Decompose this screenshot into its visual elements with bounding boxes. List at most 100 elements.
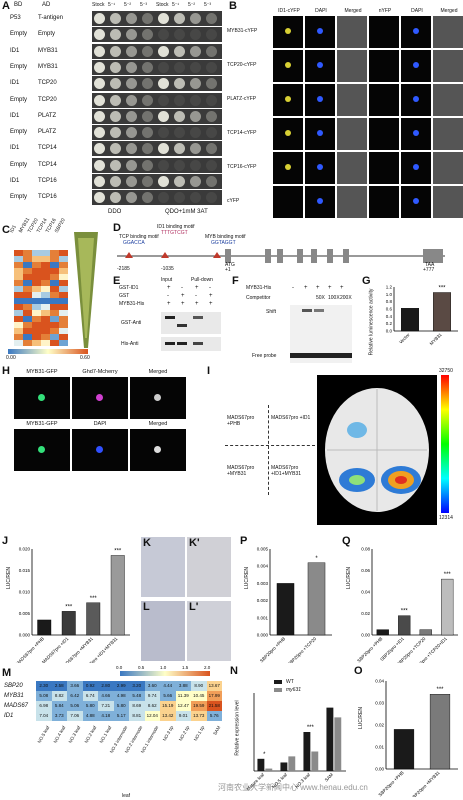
- significance-mark: *: [263, 752, 266, 758]
- m-heat-cell: 6.74: [82, 691, 98, 701]
- y-tick-label: 0.4: [386, 314, 393, 319]
- b-micrograph: [401, 16, 431, 48]
- d-gene-diagram: [117, 249, 445, 263]
- m-heat-cell: 9.74: [144, 691, 160, 701]
- y-tick-label: 0.015: [19, 568, 31, 573]
- f-sign: +: [340, 285, 344, 291]
- b-micrograph: [305, 118, 335, 150]
- significance-mark: ***: [307, 725, 315, 731]
- bd-cell: Empty: [10, 194, 28, 201]
- y-tick-label: 0.02: [375, 723, 384, 728]
- f-sign: +: [304, 285, 308, 291]
- x-tick-label: SAM: [324, 772, 335, 783]
- significance-mark: ***: [90, 596, 98, 602]
- yeast-colony: [174, 29, 185, 41]
- yeast-plate-strip: [92, 141, 222, 157]
- y-tick-label: 0.004: [257, 564, 269, 569]
- yeast-colony: [142, 29, 153, 41]
- b-yfp-signal: [285, 96, 291, 102]
- yeast-colony: [158, 127, 169, 139]
- b-micrograph: [401, 84, 431, 116]
- c-heat-cell: [14, 268, 23, 274]
- ad-cell: TCP14: [38, 161, 57, 168]
- c-heat-cell: [41, 310, 50, 316]
- panel-letter-j: J: [2, 535, 9, 547]
- e-blot-his-label: His-Anti: [121, 341, 139, 347]
- m-heat-cell: 8.69: [129, 701, 145, 711]
- k2-image: [187, 537, 231, 597]
- yeast-colony: [190, 127, 201, 139]
- significance-mark: ***: [114, 548, 122, 554]
- b-micrograph: [401, 50, 431, 82]
- e-sign: +: [181, 293, 185, 299]
- c-heat-cell: [41, 250, 50, 256]
- bar-mut: [288, 756, 296, 771]
- x-tick-label: SBP20pro +TCP20: [287, 636, 318, 663]
- c-heat-cell: [23, 268, 32, 274]
- c-heat-cell: [50, 322, 59, 328]
- bar-wt: [303, 732, 311, 771]
- panel-m: M 0.0 0.5 1.0 1.5 2.0 SBP20 MYB31 MADS67 ID1 2.…: [0, 665, 225, 800]
- yeast-colony: [206, 192, 217, 204]
- panel-o: O LUC/REN 0.00 0.01 0.02 0.03 0.04 SBP20pro +…: [352, 665, 463, 800]
- h-bottom-header: MYB31-GFP: [26, 421, 58, 427]
- yeast-colony: [174, 45, 185, 57]
- y-tick-label: 0.06: [361, 568, 370, 573]
- i-luciferase-leaf: [317, 375, 437, 525]
- b-micrograph: [369, 186, 399, 218]
- significance-mark: *: [315, 556, 318, 562]
- i-q2: MADS67pro +ID1: [271, 415, 311, 421]
- c-heat-cell: [41, 280, 50, 286]
- id1-motif-label: ID1 binding motif: [157, 224, 195, 230]
- c-heat-cell: [41, 334, 50, 340]
- ad-cell: TCP20: [38, 80, 57, 87]
- yeast-colony: [126, 78, 137, 90]
- y-tick-label: 0.6: [386, 307, 393, 312]
- b-col-header: DAPI: [411, 8, 423, 14]
- bar: [86, 602, 101, 636]
- bar: [398, 615, 411, 636]
- c-color-scale: [8, 349, 88, 354]
- b-micrograph: [305, 16, 335, 48]
- b-micrograph: [401, 118, 431, 150]
- yeast-plate-strip: [92, 174, 222, 189]
- i-scale-max: 32750: [439, 368, 453, 374]
- ad-cell: T-antigen: [38, 15, 64, 21]
- m-heat-cell: 15.19: [160, 701, 176, 711]
- m-gene-label: SBP20: [4, 683, 23, 689]
- c-heat-cell: [14, 328, 23, 334]
- panel-g: G Relative luminescence activity 0.0 0.2 0…: [360, 275, 463, 360]
- c-heat-cell: [32, 334, 41, 340]
- d-atg: ATG: [225, 262, 235, 268]
- b-micrograph: [337, 50, 367, 82]
- c-heat-cell: [32, 328, 41, 334]
- m-heat-cell: 5.80: [82, 701, 98, 711]
- y-tick-label: 0.02: [361, 611, 370, 616]
- n-legend-wt: WT: [286, 679, 294, 685]
- yeast-colony: [158, 78, 169, 90]
- h-top-header: Merged: [148, 369, 168, 375]
- b-dapi-signal: [317, 164, 323, 170]
- o-bar-chart: 0.00 0.01 0.02 0.03 0.04 SBP20pro +PHB *** SBP2…: [375, 679, 458, 797]
- m-heat-cell: 13.42: [160, 711, 176, 721]
- yeast-colony: [206, 61, 217, 73]
- m-heat-cell: 13.73: [191, 711, 207, 721]
- x-tick-label: SBP20pro +MYB31: [409, 770, 441, 797]
- m-heat-cell: 3.20: [129, 681, 145, 691]
- c-heat-cell: [23, 340, 32, 346]
- yeast-plate-strip: [92, 190, 222, 206]
- m-heat-cell: 4.18: [98, 711, 114, 721]
- d-pos-mid: -1035: [161, 266, 174, 272]
- media-ddo-label: DDO: [108, 209, 122, 215]
- bd-cell: Empty: [10, 161, 28, 168]
- bd-cell: P53: [10, 15, 21, 21]
- e-sign: -: [167, 293, 169, 299]
- yeast-colony: [190, 192, 201, 204]
- c-heat-cell: [41, 292, 50, 298]
- yeast-colony: [190, 78, 201, 90]
- y-tick-label: 0.005: [19, 611, 31, 616]
- c-heat-cell: [23, 310, 32, 316]
- c-heat-cell: [50, 316, 59, 322]
- yeast-plate-strip: [92, 27, 222, 43]
